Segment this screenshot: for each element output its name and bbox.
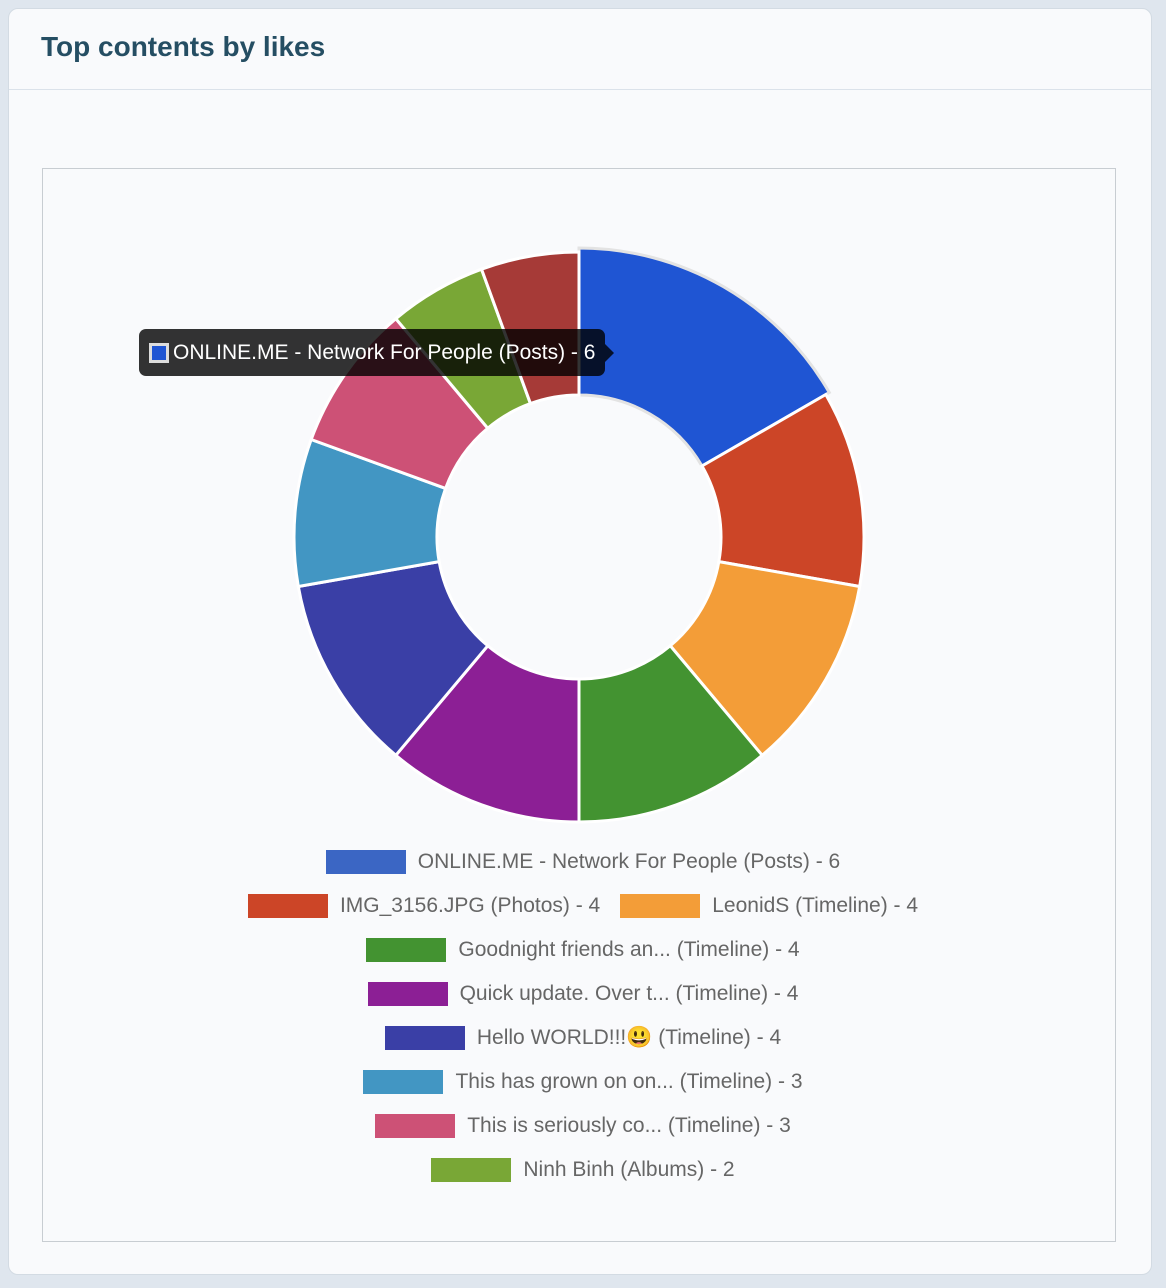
legend-swatch [325, 850, 406, 874]
legend-label: ONLINE.ME - Network For People (Posts) -… [417, 850, 841, 873]
legend-item[interactable]: IMG_3156.JPG (Photos) - 4 [247, 894, 601, 918]
legend-row: IMG_3156.JPG (Photos) - 4 LeonidS (Timeli… [0, 884, 1166, 928]
legend-row: Hello WORLD!!!😃 (Timeline) - 4 [0, 1016, 1166, 1060]
legend-row: This is seriously co... (Timeline) - 3 [0, 1104, 1166, 1148]
legend-label: This has grown on on... (Timeline) - 3 [455, 1070, 803, 1093]
donut-slice[interactable] [699, 392, 866, 589]
legend-item[interactable]: Hello WORLD!!!😃 (Timeline) - 4 [384, 1026, 782, 1050]
legend-item[interactable]: This is seriously co... (Timeline) - 3 [375, 1114, 791, 1138]
legend-item[interactable]: ONLINE.ME - Network For People (Posts) -… [325, 850, 841, 874]
legend-swatch [363, 1070, 444, 1094]
legend-item[interactable]: Ninh Binh (Albums) - 2 [431, 1158, 735, 1182]
legend-swatch [247, 894, 328, 918]
legend-label: Ninh Binh (Albums) - 2 [523, 1158, 735, 1181]
chart-legend: ONLINE.ME - Network For People (Posts) -… [0, 840, 1166, 1192]
chart-container [42, 168, 1116, 1242]
legend-row: Ninh Binh (Albums) - 2 [0, 1148, 1166, 1192]
legend-swatch [366, 938, 447, 962]
legend-label: Hello WORLD!!!😃 (Timeline) - 4 [476, 1026, 782, 1049]
legend-swatch [431, 1158, 512, 1182]
legend-row: This has grown on on... (Timeline) - 3 [0, 1060, 1166, 1104]
legend-swatch [384, 1026, 465, 1050]
card-header: Top contents by likes [9, 9, 1151, 90]
tooltip-swatch [149, 342, 169, 363]
legend-swatch [375, 1114, 456, 1138]
donut-slice[interactable] [577, 246, 832, 469]
legend-row: Quick update. Over t... (Timeline) - 4 [0, 972, 1166, 1016]
top-contents-card: Top contents by likes [8, 8, 1152, 1275]
donut-slice[interactable] [577, 643, 765, 824]
legend-swatch [367, 982, 448, 1006]
legend-label: LeonidS (Timeline) - 4 [712, 894, 919, 917]
donut-slice[interactable] [668, 559, 862, 758]
legend-label: Quick update. Over t... (Timeline) - 4 [459, 982, 799, 1005]
tooltip-label: ONLINE.ME - Network For People (Posts) -… [173, 340, 596, 364]
legend-item[interactable]: This has grown on on... (Timeline) - 3 [363, 1070, 803, 1094]
legend-item[interactable]: Goodnight friends an... (Timeline) - 4 [366, 938, 800, 962]
legend-item[interactable]: LeonidS (Timeline) - 4 [620, 894, 918, 918]
legend-swatch [620, 894, 701, 918]
legend-row: ONLINE.ME - Network For People (Posts) -… [0, 840, 1166, 884]
donut-slice[interactable] [296, 559, 490, 758]
legend-label: Goodnight friends an... (Timeline) - 4 [458, 938, 800, 961]
card-title: Top contents by likes [41, 31, 326, 62]
chart-tooltip: ONLINE.ME - Network For People (Posts) -… [139, 329, 615, 376]
legend-row: Goodnight friends an... (Timeline) - 4 [0, 928, 1166, 972]
donut-slice[interactable] [393, 643, 581, 824]
legend-label: IMG_3156.JPG (Photos) - 4 [339, 894, 601, 917]
legend-label: This is seriously co... (Timeline) - 3 [467, 1114, 791, 1137]
legend-item[interactable]: Quick update. Over t... (Timeline) - 4 [367, 982, 799, 1006]
